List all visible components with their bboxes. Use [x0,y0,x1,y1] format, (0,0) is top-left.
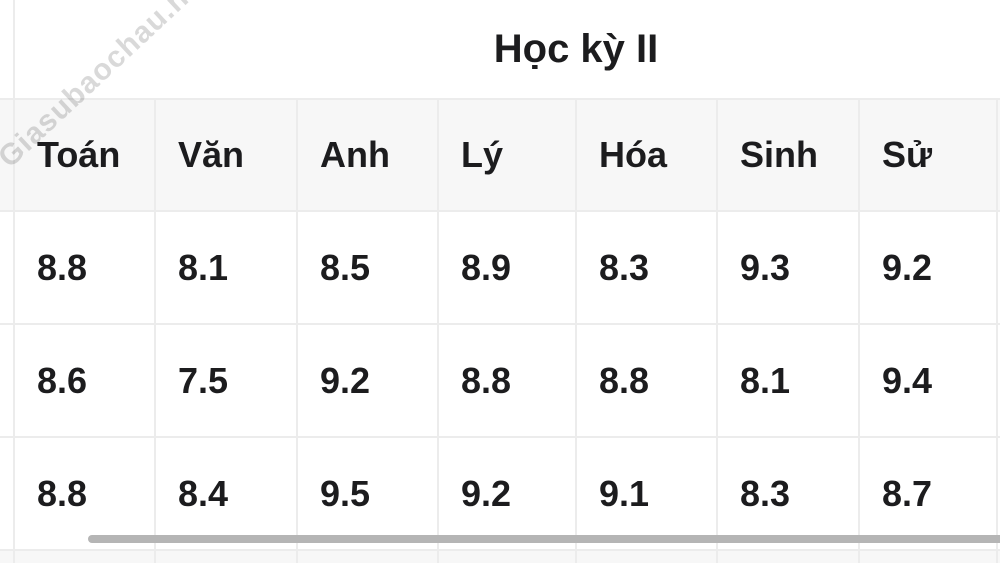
grade-cell-r0-c0: 8.8 [14,211,156,325]
partial-row-cell [997,550,1000,563]
grade-cell-r1-c1: 7.5 [155,324,298,438]
partial-row-cell [0,550,15,563]
grade-cell-r1-c4: 8.8 [576,324,718,438]
grade-cell-r1-c5: 8.1 [717,324,860,438]
column-header-cutoff [997,99,1000,212]
grade-cell-r1-c0: 8.6 [14,324,156,438]
grade-row-stub [0,437,15,551]
grade-row-1: 8.6 7.5 9.2 8.8 8.8 8.1 9.4 [0,324,1000,438]
header-row-stub [0,99,15,212]
column-header-4: Hóa [576,99,718,212]
grade-cell-r0-c3: 8.9 [438,211,577,325]
grade-cell-r1-c3: 8.8 [438,324,577,438]
grade-cell-r2-c0: 8.8 [14,437,156,551]
grade-cell-r0-c4: 8.3 [576,211,718,325]
grade-row-0: 8.8 8.1 8.5 8.9 8.3 9.3 9.2 [0,211,1000,325]
column-header-1: Văn [155,99,298,212]
column-header-3: Lý [438,99,577,212]
partial-row-cell [717,550,860,563]
grade-cell-r0-c6: 9.2 [859,211,998,325]
title-row-stub [0,0,15,100]
semester-title: Học kỳ II [14,0,1000,100]
grade-cell-r2-c3: 9.2 [438,437,577,551]
grade-cell-r2-c2: 9.5 [297,437,439,551]
column-header-0: Toán [14,99,156,212]
grade-cell-r0-c1: 8.1 [155,211,298,325]
next-section-partial-row [0,550,1000,563]
partial-row-cell [576,550,718,563]
grade-cell-cutoff [997,324,1000,438]
grade-row-2: 8.8 8.4 9.5 9.2 9.1 8.3 8.7 [0,437,1000,551]
grade-cell-r0-c2: 8.5 [297,211,439,325]
horizontal-scrollbar-thumb[interactable] [88,535,1000,543]
grade-cell-r2-c5: 8.3 [717,437,860,551]
partial-row-cell [14,550,156,563]
grade-cell-cutoff [997,211,1000,325]
grade-row-stub [0,324,15,438]
grade-cell-cutoff [997,437,1000,551]
partial-row-cell [155,550,298,563]
title-row: Học kỳ II [0,0,1000,100]
grade-cell-r0-c5: 9.3 [717,211,860,325]
grade-cell-r2-c6: 8.7 [859,437,998,551]
partial-row-cell [859,550,998,563]
partial-row-cell [438,550,577,563]
column-header-5: Sinh [717,99,860,212]
grade-cell-r2-c4: 9.1 [576,437,718,551]
grade-cell-r1-c2: 9.2 [297,324,439,438]
grade-cell-r1-c6: 9.4 [859,324,998,438]
grade-cell-r2-c1: 8.4 [155,437,298,551]
column-header-2: Anh [297,99,439,212]
grade-row-stub [0,211,15,325]
header-row: Toán Văn Anh Lý Hóa Sinh Sử [0,99,1000,212]
column-header-6: Sử [859,99,998,212]
partial-row-cell [297,550,439,563]
